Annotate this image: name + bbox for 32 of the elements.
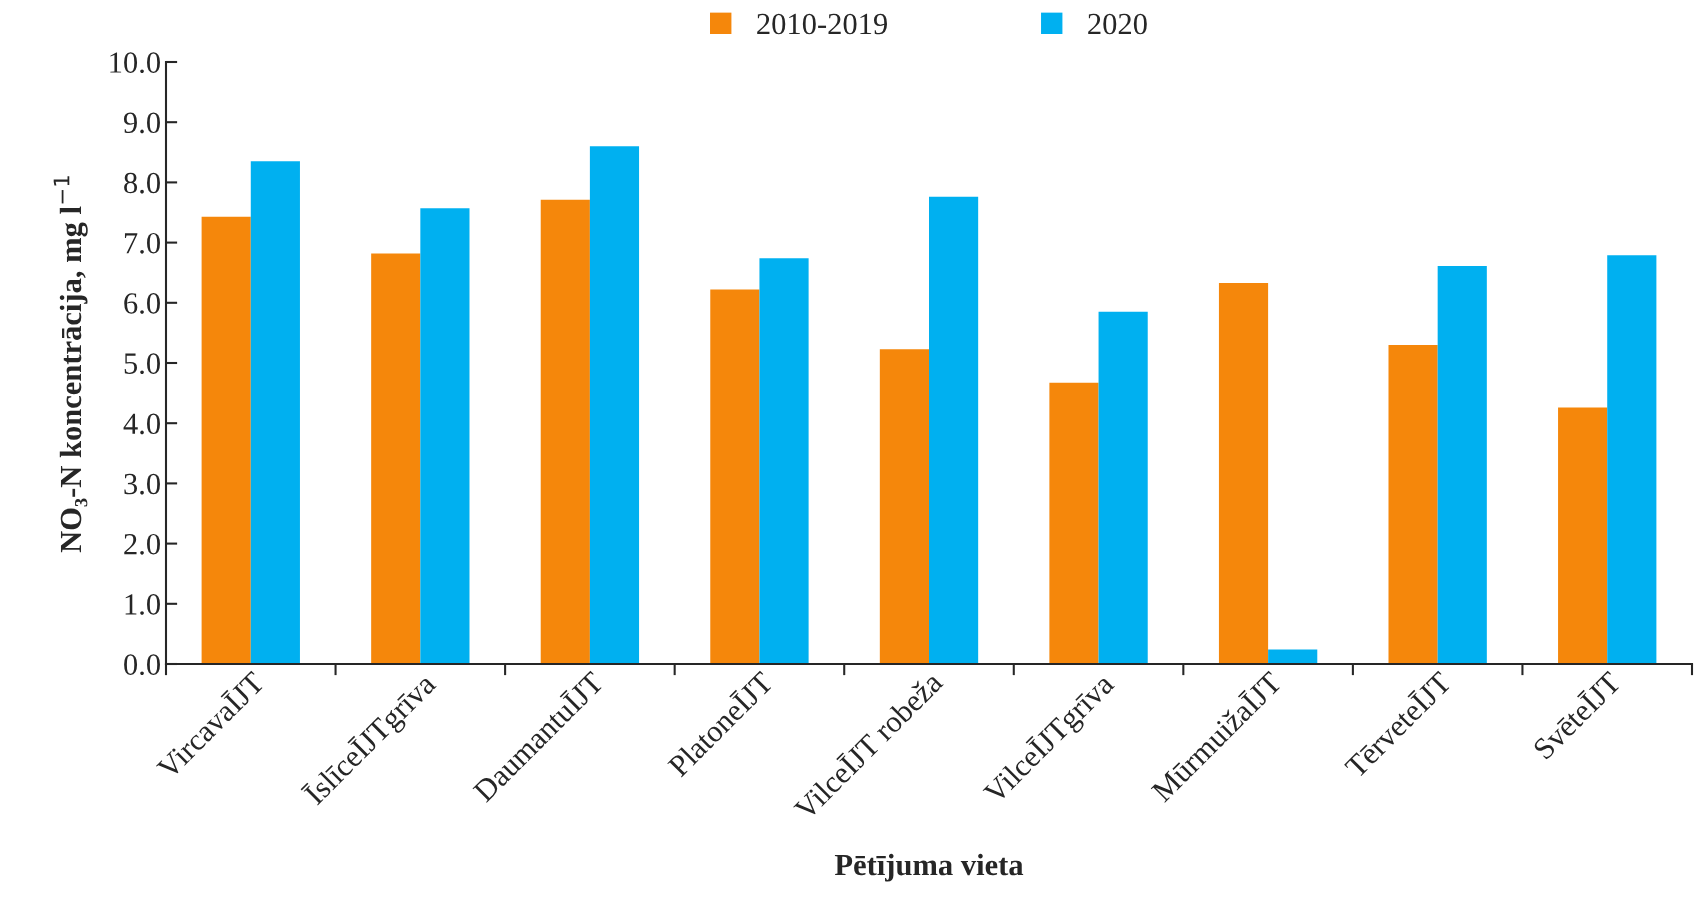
bar (1437, 266, 1487, 664)
bar (420, 208, 470, 664)
bar (250, 161, 300, 664)
y-tick-label: 6.0 (124, 293, 160, 314)
bar (1098, 311, 1148, 664)
y-tick-label: 1.0 (125, 594, 160, 615)
bar (929, 196, 979, 664)
legend-label: 2010-2019 (757, 13, 887, 35)
bar (759, 258, 809, 664)
bar (1218, 282, 1269, 664)
bar (1388, 344, 1438, 664)
bar (1268, 649, 1318, 664)
bar (201, 216, 251, 664)
y-tick-label: 3.0 (124, 473, 160, 495)
bar (1558, 407, 1608, 664)
y-tick-label: 8.0 (124, 172, 160, 194)
bar (540, 199, 590, 664)
y-tick-label: 10.0 (110, 52, 160, 74)
y-tick-label: 9.0 (123, 112, 160, 134)
y-tick-label: 5.0 (124, 353, 160, 375)
y-axis-title: NO₃-N koncentrācija, mg l$^{−1}$ (53, 176, 88, 553)
bar (589, 146, 640, 664)
legend-label: 2020 (1088, 13, 1147, 35)
bar (1049, 382, 1099, 664)
y-tick-label: 7.0 (124, 232, 160, 254)
bar (710, 289, 760, 664)
y-tick-label: 2.0 (124, 533, 160, 555)
bar (371, 253, 421, 664)
bar (879, 349, 929, 664)
y-tick-label: 4.0 (123, 413, 160, 435)
bar (1607, 255, 1657, 664)
x-axis-title: Pētījuma vieta (834, 853, 1024, 882)
